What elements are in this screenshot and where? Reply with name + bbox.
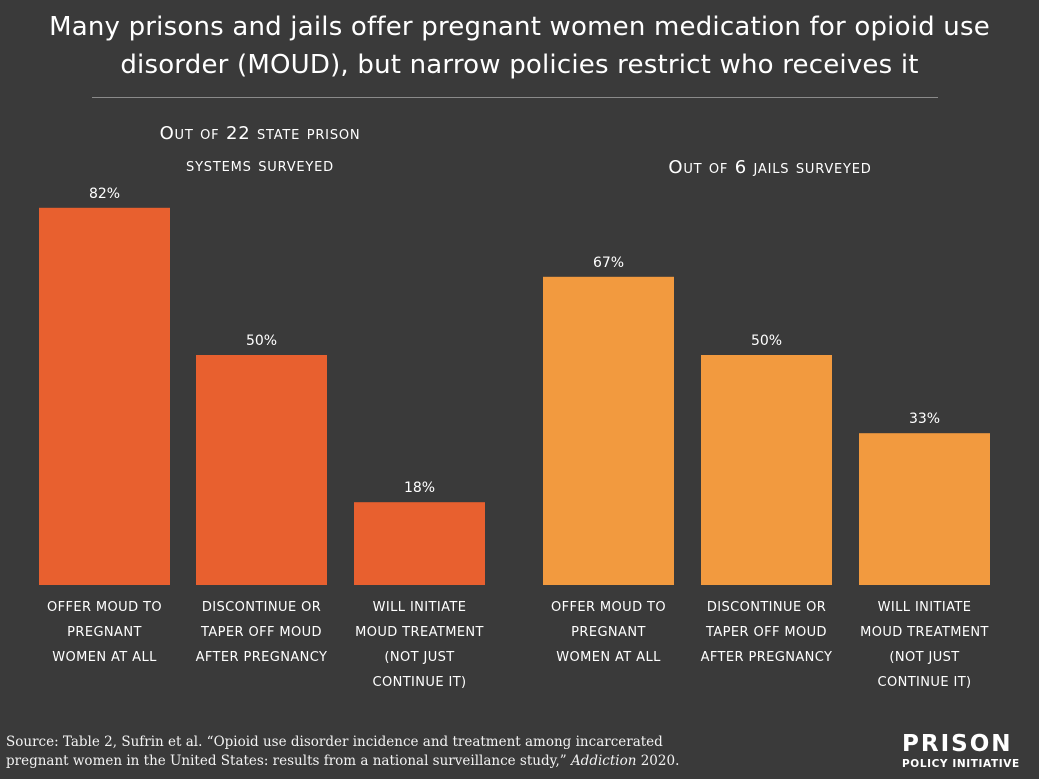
prison-category-label-3: WILL INITIATE MOUD TREATMENT (NOT JUST CONT…: [355, 600, 484, 690]
prison-value-label-1: 82%: [89, 186, 120, 202]
jail-bar-1: [543, 276, 674, 585]
prison-panel-title: Out of 22 state prison systems surveyed: [90, 118, 430, 182]
chart-title-line-1: Many prisons and jails offer pregnant wo…: [49, 12, 990, 42]
source-line-2: pregnant women in the United States: res…: [6, 753, 567, 769]
chart-title: Many prisons and jails offer pregnant wo…: [0, 8, 1039, 84]
title-divider: [92, 97, 938, 98]
source-line-1: Source: Table 2, Sufrin et al. “Opioid u…: [6, 734, 663, 750]
prison-category-label-2: DISCONTINUE OR TAPER OFF MOUD AFTER PREGNA…: [196, 600, 328, 665]
source-note: Source: Table 2, Sufrin et al. “Opioid u…: [6, 733, 826, 771]
prison-value-label-3: 18%: [404, 480, 435, 496]
jail-value-label-2: 50%: [751, 333, 782, 349]
jail-category-label-2: DISCONTINUE OR TAPER OFF MOUD AFTER PREGNA…: [701, 600, 833, 665]
jail-category-label-3: WILL INITIATE MOUD TREATMENT (NOT JUST CONT…: [860, 600, 989, 690]
prison-bar-1: [39, 207, 170, 586]
prison-bar-3: [354, 502, 485, 585]
prison-category-label-1: OFFER MOUD TO PREGNANT WOMEN AT ALL: [47, 600, 162, 665]
jail-value-label-1: 67%: [593, 255, 624, 271]
logo-wordmark-top: PRISON: [902, 731, 1013, 757]
logo-wordmark-bottom: POLICY INITIATIVE: [902, 758, 1020, 770]
jail-value-label-3: 33%: [909, 411, 940, 427]
jail-category-label-1: OFFER MOUD TO PREGNANT WOMEN AT ALL: [551, 600, 666, 665]
chart-title-line-2: disorder (MOUD), but narrow policies res…: [120, 50, 919, 80]
jail-bar-2: [701, 355, 832, 585]
jail-panel-title-line-1: Out of 6 jails surveyed: [668, 157, 872, 178]
source-year: 2020.: [640, 753, 680, 769]
prison-bar-2: [196, 355, 327, 585]
prison-policy-initiative-logo: PRISON POLICY INITIATIVE: [902, 731, 1032, 771]
prison-panel-title-line-2: systems surveyed: [186, 155, 334, 176]
jail-panel-title: Out of 6 jails surveyed: [560, 152, 980, 184]
jail-bar-3: [859, 433, 990, 585]
prison-value-label-2: 50%: [246, 333, 277, 349]
prison-panel-title-line-1: Out of 22 state prison: [159, 123, 361, 144]
source-journal: Addiction: [570, 753, 637, 769]
